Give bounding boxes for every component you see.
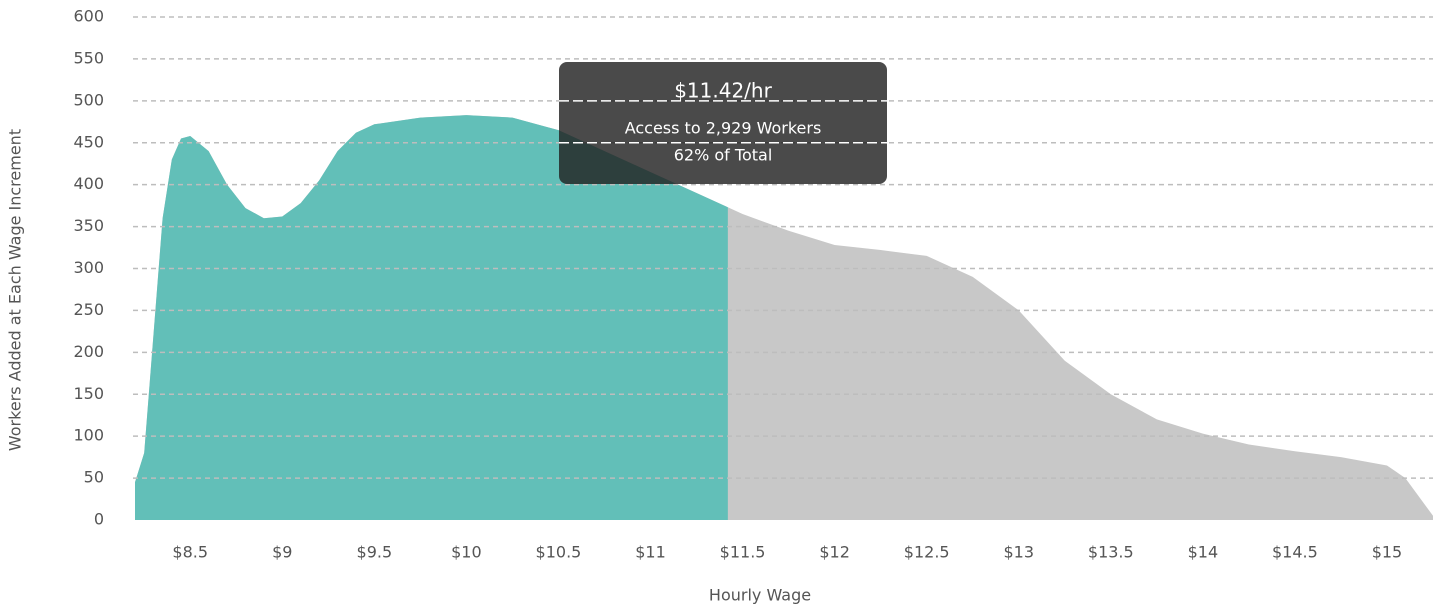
tooltip-line: 62% of Total [674,146,773,165]
tooltip-title: $11.42/hr [674,79,772,103]
x-tick-label: $12 [819,543,850,562]
x-tick-label: $14 [1188,543,1219,562]
x-tick-label: $10.5 [536,543,582,562]
y-tick-label: 250 [73,300,104,319]
x-tick-label: $11 [635,543,666,562]
y-axis-title: Workers Added at Each Wage Increment [6,129,25,451]
y-tick-label: 200 [73,342,104,361]
y-tick-label: 400 [73,174,104,193]
y-tick-label: 600 [73,7,104,26]
x-tick-label: $8.5 [172,543,208,562]
tooltip: $11.42/hr Access to 2,929 Workers 62% of… [559,62,887,184]
x-tick-label: $13 [1003,543,1034,562]
y-tick-label: 350 [73,216,104,235]
y-tick-label: 300 [73,258,104,277]
x-tick-label: $10 [451,543,482,562]
x-tick-label: $14.5 [1272,543,1318,562]
y-tick-label: 550 [73,48,104,67]
y-tick-label: 100 [73,426,104,445]
x-axis-title: Hourly Wage [709,586,811,605]
tooltip-box [559,62,887,184]
x-tick-label: $13.5 [1088,543,1134,562]
x-tick-label: $12.5 [904,543,950,562]
selected-area [135,115,728,520]
x-tick-label: $9 [272,543,292,562]
y-tick-label: 0 [94,510,104,529]
x-tick-label: $9.5 [357,543,393,562]
x-tick-label: $11.5 [720,543,766,562]
y-tick-label: 50 [84,468,104,487]
y-tick-label: 150 [73,384,104,403]
y-tick-label: 450 [73,132,104,151]
x-tick-label: $15 [1372,543,1403,562]
y-tick-label: 500 [73,90,104,109]
tooltip-line: Access to 2,929 Workers [625,119,822,138]
